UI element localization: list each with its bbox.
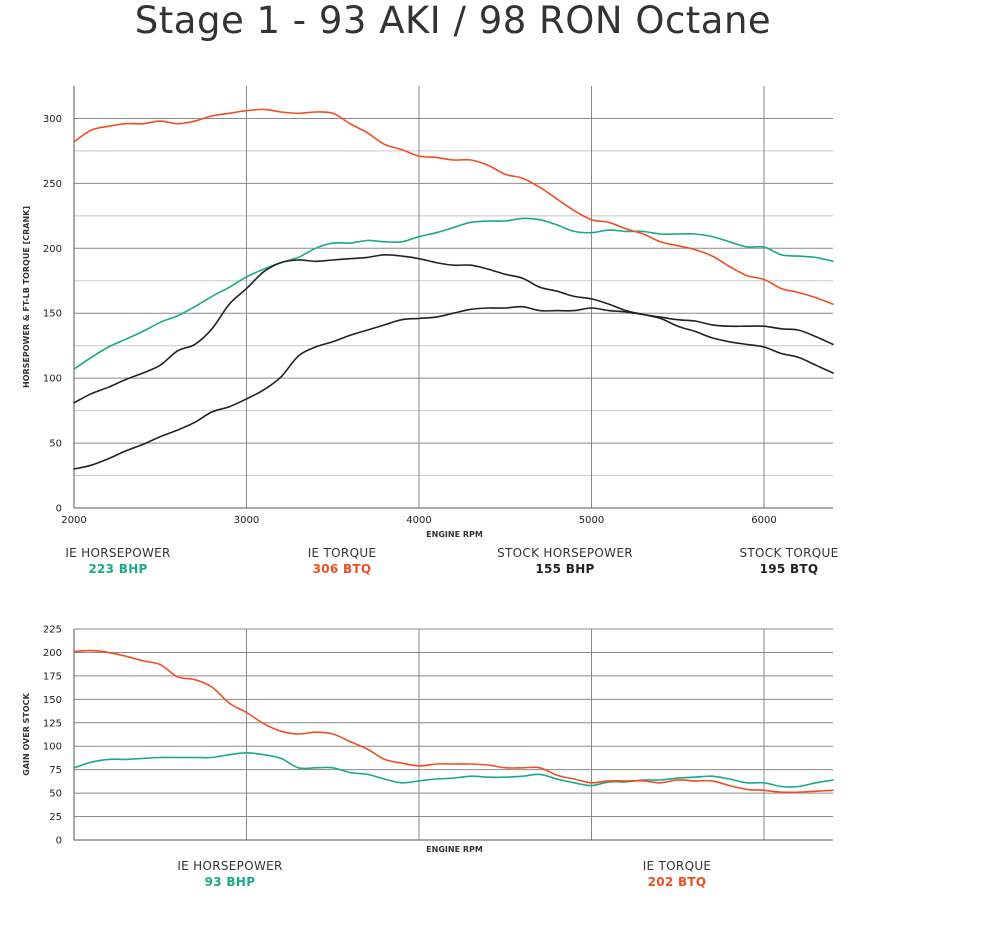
- y-axis-label: GAIN OVER STOCK: [22, 692, 31, 775]
- y-tick-label: 50: [49, 439, 62, 450]
- series-line-stock-horsepower: [73, 305, 834, 470]
- y-tick-label: 0: [56, 836, 62, 847]
- y-tick-label: 225: [43, 625, 62, 636]
- series-line-ie-torque: [73, 649, 834, 794]
- x-axis-label: ENGINE RPM: [426, 845, 483, 854]
- x-axis-label: ENGINE RPM: [426, 530, 483, 539]
- legend-ie-horsepower: IE HORSEPOWER 223 BHP: [48, 546, 188, 576]
- chart-power-torque: 0 50 100 150 200 250 300 2000 3000 4000 5000 6000 EN…: [22, 86, 834, 539]
- y-tick-label: 75: [49, 765, 62, 776]
- legend-label: STOCK HORSEPOWER: [497, 546, 633, 560]
- y-tick-label: 25: [49, 812, 62, 823]
- x-tick-label: 6000: [751, 515, 776, 526]
- legend-value: 202 BTQ: [647, 875, 707, 889]
- y-tick-label: 150: [43, 695, 62, 706]
- series-line-ie-torque: [73, 108, 834, 305]
- y-tick-label: 150: [43, 309, 62, 320]
- legend-stock-torque: STOCK TORQUE 195 BTQ: [724, 546, 854, 576]
- x-tick-label: 5000: [579, 515, 604, 526]
- y-tick-label: 175: [43, 671, 62, 682]
- y-tick-label: 50: [49, 789, 62, 800]
- chart-gain-over-stock: 0 25 50 75 100 125 150 175 200 225 ENGINE RPM GAIN …: [22, 625, 834, 854]
- x-tick-label: 3000: [234, 515, 259, 526]
- legend-gain-ie-torque: IE TORQUE 202 BTQ: [607, 859, 747, 889]
- y-tick-label: 300: [43, 114, 62, 125]
- y-tick-label: 250: [43, 179, 62, 190]
- legend-value: 155 BHP: [535, 562, 595, 576]
- legend-value: 195 BTQ: [759, 562, 819, 576]
- series-line-stock-torque: [73, 253, 834, 404]
- y-axis-label: HORSEPOWER & FT-LB TORQUE [CRANK]: [22, 206, 31, 388]
- legend-stock-horsepower: STOCK HORSEPOWER 155 BHP: [480, 546, 650, 576]
- legend-value: 223 BHP: [88, 562, 148, 576]
- legend-ie-torque: IE TORQUE 306 BTQ: [272, 546, 412, 576]
- y-tick-label: 100: [43, 374, 62, 385]
- chart-title: Stage 1 - 93 AKI / 98 RON Octane: [134, 0, 772, 42]
- legend-label: IE TORQUE: [307, 546, 377, 560]
- legend-label: IE HORSEPOWER: [65, 546, 171, 560]
- x-tick-label: 4000: [406, 515, 431, 526]
- legend-gain-ie-horsepower: IE HORSEPOWER 93 BHP: [160, 859, 300, 889]
- series-line-ie-horsepower: [73, 752, 834, 788]
- y-tick-label: 125: [43, 718, 62, 729]
- legend-value: 306 BTQ: [312, 562, 372, 576]
- legend-label: IE HORSEPOWER: [177, 859, 283, 873]
- y-tick-label: 200: [43, 244, 62, 255]
- y-tick-label: 100: [43, 742, 62, 753]
- y-tick-label: 0: [56, 504, 62, 515]
- y-tick-label: 200: [43, 648, 62, 659]
- x-tick-label: 2000: [61, 515, 86, 526]
- legend-label: STOCK TORQUE: [739, 546, 839, 560]
- series-line-ie-horsepower: [73, 217, 834, 370]
- legend-label: IE TORQUE: [642, 859, 712, 873]
- legend-value: 93 BHP: [204, 875, 256, 889]
